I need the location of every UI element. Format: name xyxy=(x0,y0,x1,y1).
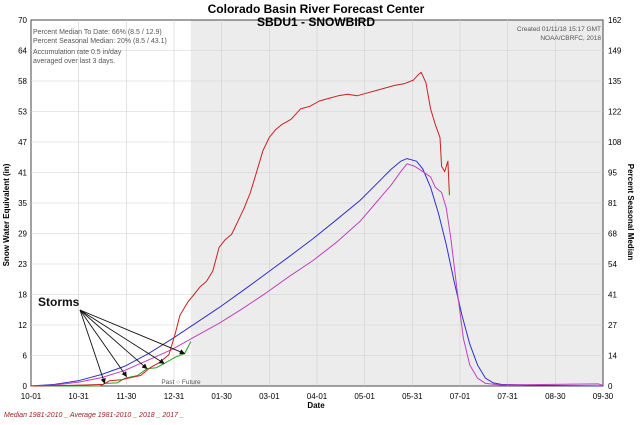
y-tick-label: 41 xyxy=(18,169,27,178)
y-tick-label: 47 xyxy=(18,138,27,147)
x-tick-label: 04-01 xyxy=(307,392,328,401)
y2-tick-label: 95 xyxy=(608,169,617,178)
storm-arrow xyxy=(79,309,165,364)
chart-subtitle: SBDU1 - SNOWBIRD xyxy=(257,15,375,29)
x-tick-label: 03-01 xyxy=(259,392,280,401)
y-tick-label: 23 xyxy=(18,260,27,269)
x-tick-label: 08-30 xyxy=(545,392,566,401)
y-tick-label: 53 xyxy=(18,108,27,117)
y2-tick-label: 81 xyxy=(608,199,617,208)
y2-tick-label: 54 xyxy=(608,260,617,269)
info-source: NOAA/CBRFC, 2018 xyxy=(540,35,601,42)
y2-tick-label: 135 xyxy=(608,77,622,86)
x-tick-label: 11-30 xyxy=(116,392,136,401)
y-tick-label: 64 xyxy=(18,47,27,56)
x-tick-label: 01-30 xyxy=(211,392,232,401)
info-averaging: averaged over last 3 days. xyxy=(33,58,115,65)
y-tick-label: 12 xyxy=(18,321,27,330)
x-tick-label: 07-31 xyxy=(497,392,518,401)
y2-tick-label: 162 xyxy=(608,16,622,25)
chart-title: Colorado Basin River Forecast Center xyxy=(208,2,425,16)
series-line-2017 xyxy=(30,71,450,387)
series-line-average-1981-2010 xyxy=(30,163,604,387)
y-tick-label: 29 xyxy=(18,230,27,239)
series-line-2018 xyxy=(31,341,192,387)
y2-tick-label: 14 xyxy=(608,352,617,361)
y2-axis-label: Percent Seasonal Median xyxy=(626,164,635,261)
y-tick-label: 58 xyxy=(18,77,27,86)
info-median-to-date: Percent Median To Date: 66% (8.5 / 12.9) xyxy=(33,29,162,36)
storm-arrow xyxy=(79,309,186,355)
storm-arrow xyxy=(79,309,148,370)
y2-tick-label: 122 xyxy=(608,108,622,117)
y2-tick-label: 68 xyxy=(608,230,617,239)
y2-tick-label: 41 xyxy=(608,291,617,300)
y2-tick-label: 0 xyxy=(608,382,613,391)
x-tick-label: 07-01 xyxy=(450,392,471,401)
y-tick-label: 35 xyxy=(18,199,27,208)
y-tick-label: 70 xyxy=(18,16,27,25)
y-tick-label: 0 xyxy=(23,382,28,391)
storm-arrow xyxy=(79,309,127,378)
y-tick-label: 18 xyxy=(18,291,27,300)
y-tick-label: 6 xyxy=(23,352,28,361)
x-tick-label: 10-31 xyxy=(68,392,89,401)
x-tick-label: 12-31 xyxy=(164,392,185,401)
x-axis-label: Date xyxy=(307,401,325,410)
legend-caption: Median 1981-2010 _ Average 1981-2010 _ 2… xyxy=(4,412,184,419)
y-axis-label: Snow Water Equivalent (in) xyxy=(2,163,11,266)
y2-tick-label: 149 xyxy=(608,47,622,56)
info-created: Created 01/11/18 15:17 GMT xyxy=(517,26,601,33)
x-tick-label: 09-30 xyxy=(593,392,614,401)
storm-arrow xyxy=(79,309,106,384)
x-tick-label: 05-31 xyxy=(402,392,423,401)
storms-annotation-label: Storms xyxy=(38,295,80,309)
x-tick-label: 05-01 xyxy=(354,392,375,401)
past-future-marker: Past ○ Future xyxy=(161,379,201,386)
info-accumulation-rate: Accumulation rate 0.5 in/day xyxy=(33,49,122,56)
series-line-median-1981-2010 xyxy=(30,158,604,387)
info-seasonal-median: Percent Seasonal Median: 20% (8.5 / 43.1… xyxy=(33,38,167,45)
y2-tick-label: 108 xyxy=(608,138,622,147)
x-tick-label: 10-01 xyxy=(21,392,42,401)
y2-tick-label: 27 xyxy=(608,321,617,330)
